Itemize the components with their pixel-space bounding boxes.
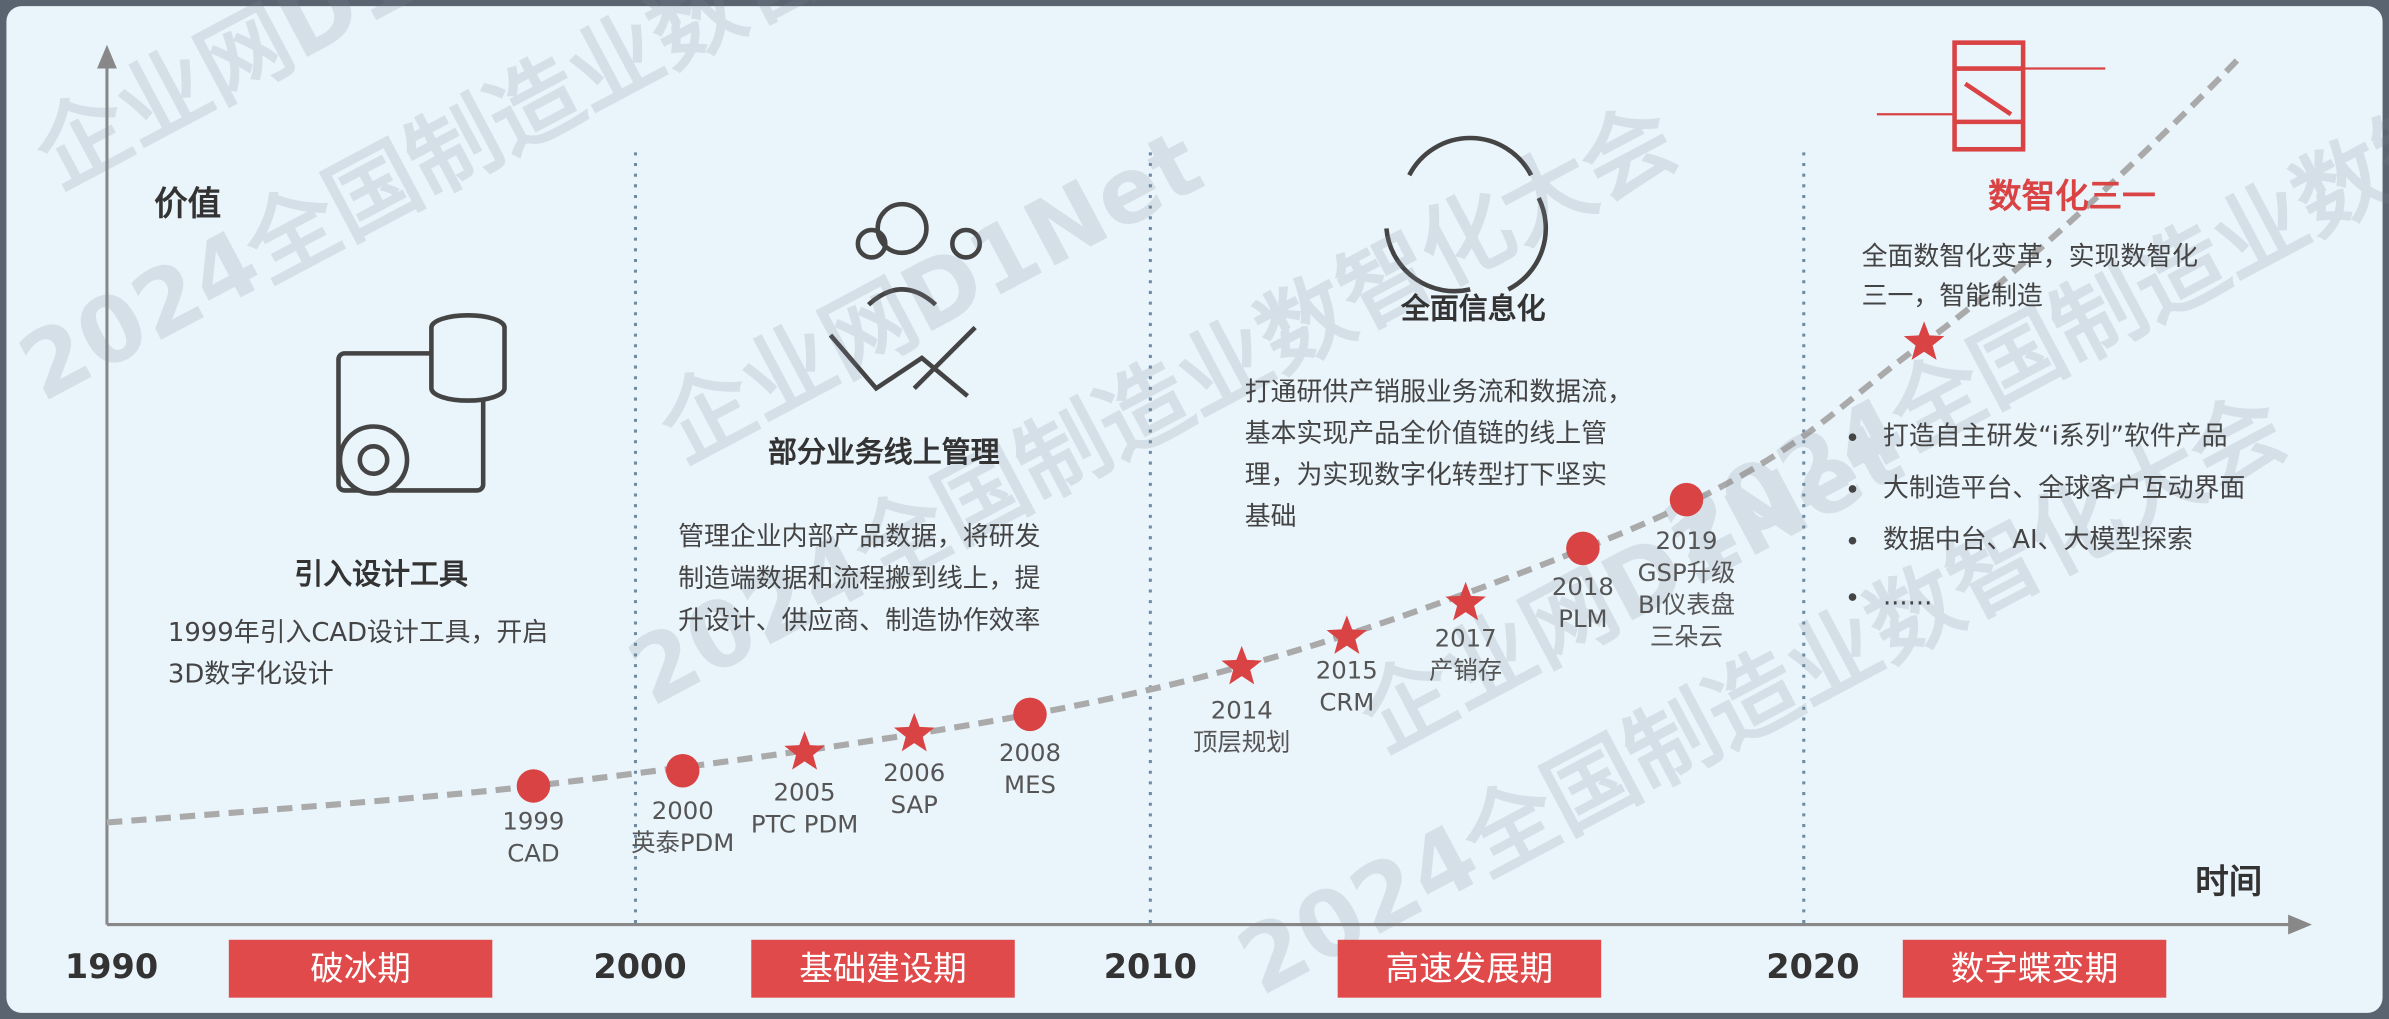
phase-description: 1999年引入CAD设计工具，开启 xyxy=(168,618,548,648)
phase-description: 基本实现产品全价值链的线上管 xyxy=(1245,419,1607,449)
milestone-label: SAP xyxy=(891,790,938,819)
phase-description: 打通研供产销服业务流和数据流， xyxy=(1245,377,1633,407)
bullet-dot xyxy=(1849,485,1857,493)
milestone-label: PLM xyxy=(1558,604,1607,633)
milestone-label: 2006 xyxy=(883,758,945,787)
phase-bullet: 大制造平台、全球客户互动界面 xyxy=(1883,473,2245,503)
phase-bullet: ...... xyxy=(1883,582,1932,612)
phase-description: 三一，智能制造 xyxy=(1862,282,2043,312)
milestone-label: 2014 xyxy=(1211,695,1273,724)
milestone-label: 顶层规划 xyxy=(1193,727,1290,756)
milestone-label: CRM xyxy=(1319,688,1374,717)
milestone-label: 三朵云 xyxy=(1650,622,1723,651)
y-axis-label: 价值 xyxy=(154,184,221,223)
phase-bullet: 数据中台、AI、大模型探索 xyxy=(1883,525,2193,555)
year-label: 2020 xyxy=(1766,947,1859,986)
milestone-circle xyxy=(1670,483,1704,517)
milestone-label: 产销存 xyxy=(1429,656,1502,685)
milestone-label: GSP升级 xyxy=(1638,558,1736,587)
milestone-label: 英泰PDM xyxy=(631,828,734,857)
x-axis-label: 时间 xyxy=(2195,862,2262,901)
phase-description: 全面数智化变革，实现数智化 xyxy=(1862,242,2198,272)
phase-name: 基础建设期 xyxy=(799,949,967,988)
milestone-label: PTC PDM xyxy=(751,810,858,839)
phase-title: 部分业务线上管理 xyxy=(768,435,1000,469)
year-label: 2010 xyxy=(1104,947,1197,986)
phase-bullet: 打造自主研发“i系列”软件产品 xyxy=(1883,422,2227,452)
milestone-label: BI仪表盘 xyxy=(1638,590,1735,619)
phase-description: 3D数字化设计 xyxy=(168,659,334,689)
infographic: 2024全国制造业数智化大会企业网D1Net2024全国制造业数智化大会企业网D… xyxy=(0,0,2389,1019)
year-label: 1990 xyxy=(65,947,158,986)
phase-description: 理，为实现数字化转型打下坚实 xyxy=(1245,461,1607,491)
milestone-circle xyxy=(517,769,551,803)
milestone-label: 2008 xyxy=(999,738,1061,767)
phase-title: 数智化三一 xyxy=(1988,177,2156,216)
phase-description: 制造端数据和流程搬到线上，提 xyxy=(678,564,1040,594)
phase-description: 管理企业内部产品数据，将研发 xyxy=(678,522,1040,552)
milestone-circle xyxy=(1013,698,1047,732)
milestone-label: 2019 xyxy=(1655,526,1717,555)
bullet-dot xyxy=(1849,537,1857,545)
milestone-circle xyxy=(666,754,700,788)
bullet-dot xyxy=(1849,593,1857,601)
milestone-label: MES xyxy=(1004,770,1056,799)
year-label: 2000 xyxy=(593,947,686,986)
milestone-label: CAD xyxy=(507,838,559,867)
milestone-label: 2015 xyxy=(1316,656,1378,685)
phase-name: 破冰期 xyxy=(310,949,411,988)
phase-description: 基础 xyxy=(1245,502,1297,532)
phase-description: 升设计、供应商、制造协作效率 xyxy=(678,606,1040,636)
phase-title: 全面信息化 xyxy=(1400,292,1546,326)
milestone-label: 2000 xyxy=(652,796,714,825)
phase-name: 数字蝶变期 xyxy=(1951,949,2119,988)
phase-title: 引入设计工具 xyxy=(294,557,468,591)
milestone-circle xyxy=(1566,532,1600,566)
milestone-label: 2005 xyxy=(774,778,836,807)
milestone-label: 2018 xyxy=(1552,572,1614,601)
phase-name: 高速发展期 xyxy=(1386,949,1554,988)
page: {"axis": {"y_label": "价值", "x_label": "时… xyxy=(0,0,2389,1019)
milestone-label: 2017 xyxy=(1435,624,1497,653)
milestone-label: 1999 xyxy=(502,807,564,836)
bullet-dot xyxy=(1849,433,1857,441)
